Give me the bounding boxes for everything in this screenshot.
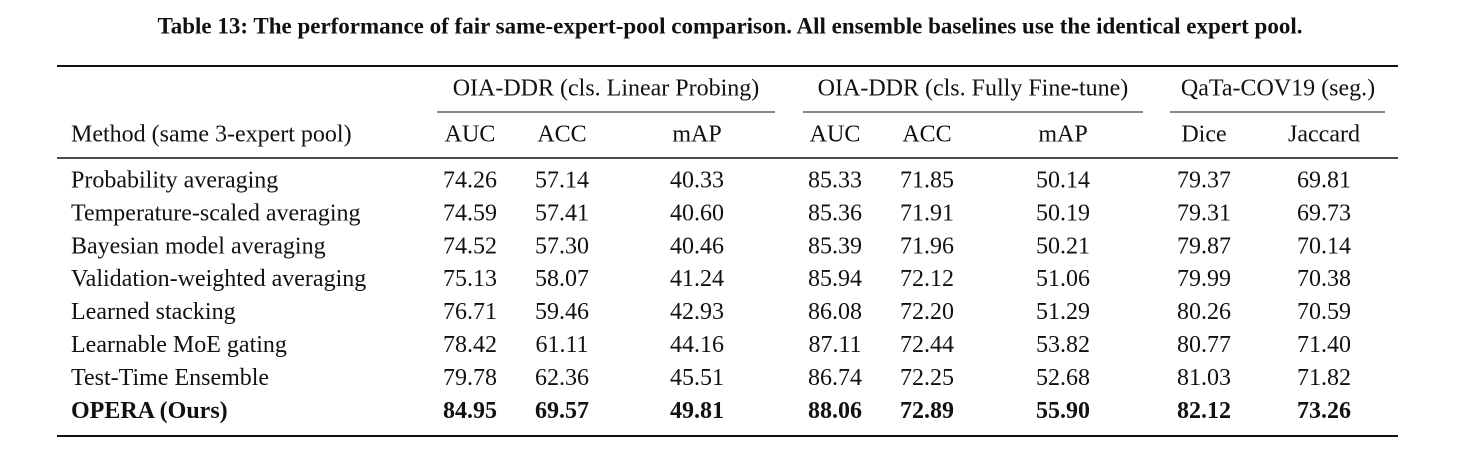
table-cell: 79.37 [1177, 168, 1231, 194]
table-cell: 51.29 [1036, 299, 1090, 325]
table-cell: 72.89 [900, 398, 954, 424]
table-cell: 40.60 [670, 200, 724, 226]
table-cell: 72.20 [900, 299, 954, 325]
group-header: OIA-DDR (cls. Fully Fine-tune) [818, 76, 1129, 102]
table-cell: 79.87 [1177, 233, 1231, 259]
table-cell: 74.59 [443, 200, 497, 226]
row-label: Probability averaging [71, 168, 278, 194]
table-cell: 84.95 [443, 398, 497, 424]
table-cell: 69.73 [1297, 200, 1351, 226]
table-cell: 59.46 [535, 299, 589, 325]
table-cell: 72.12 [900, 266, 954, 292]
table-cell: 85.36 [808, 200, 862, 226]
table-cell: 88.06 [808, 398, 862, 424]
table-cell: 85.94 [808, 266, 862, 292]
table-caption: Table 13: The performance of fair same-e… [157, 13, 1302, 38]
table-cell: 41.24 [670, 266, 724, 292]
row-label: Validation-weighted averaging [71, 266, 366, 292]
table-cell: 71.82 [1297, 365, 1351, 391]
column-header: AUC [810, 122, 861, 148]
table-cell: 50.21 [1036, 233, 1090, 259]
table-cell: 70.38 [1297, 266, 1351, 292]
table-cell: 51.06 [1036, 266, 1090, 292]
column-header: AUC [445, 122, 496, 148]
table-cell: 69.57 [535, 398, 589, 424]
table-cell: 52.68 [1036, 365, 1090, 391]
row-label: Temperature-scaled averaging [71, 200, 361, 226]
table-cell: 58.07 [535, 266, 589, 292]
table-cell: 76.71 [443, 299, 497, 325]
table-cell: 86.08 [808, 299, 862, 325]
table-cell: 55.90 [1036, 398, 1090, 424]
table-cell: 71.40 [1297, 332, 1351, 358]
row-label: Bayesian model averaging [71, 233, 326, 259]
column-header: Jaccard [1288, 122, 1360, 148]
table-cell: 78.42 [443, 332, 497, 358]
group-header: QaTa-COV19 (seg.) [1181, 76, 1375, 102]
column-header: mAP [1038, 122, 1087, 148]
table-cell: 62.36 [535, 365, 589, 391]
table-cell: 72.44 [900, 332, 954, 358]
table-cell: 81.03 [1177, 365, 1231, 391]
table-cell: 87.11 [808, 332, 861, 358]
table-cell: 50.14 [1036, 168, 1090, 194]
row-label: Test-Time Ensemble [71, 365, 269, 391]
column-header: mAP [672, 122, 721, 148]
column-header: ACC [902, 122, 951, 148]
column-header: Method (same 3-expert pool) [71, 122, 352, 148]
table-cell: 85.39 [808, 233, 862, 259]
table-cell: 45.51 [670, 365, 724, 391]
table-cell: 44.16 [670, 332, 724, 358]
table-cell: 79.31 [1177, 200, 1231, 226]
group-header: OIA-DDR (cls. Linear Probing) [453, 76, 760, 102]
row-label: OPERA (Ours) [71, 398, 228, 424]
table-cell: 80.26 [1177, 299, 1231, 325]
row-label: Learned stacking [71, 299, 236, 325]
table-cell: 86.74 [808, 365, 862, 391]
table-cell: 79.99 [1177, 266, 1231, 292]
table-cell: 71.91 [900, 200, 954, 226]
table-cell: 71.96 [900, 233, 954, 259]
row-label: Learnable MoE gating [71, 332, 287, 358]
column-header: ACC [537, 122, 586, 148]
table-cell: 73.26 [1297, 398, 1351, 424]
table-cell: 79.78 [443, 365, 497, 391]
table-cell: 75.13 [443, 266, 497, 292]
table-cell: 42.93 [670, 299, 724, 325]
table-cell: 57.14 [535, 168, 589, 194]
table-cell: 57.30 [535, 233, 589, 259]
table-cell: 49.81 [670, 398, 724, 424]
table-cell: 72.25 [900, 365, 954, 391]
table-cell: 85.33 [808, 168, 862, 194]
table-cell: 70.59 [1297, 299, 1351, 325]
table-cell: 69.81 [1297, 168, 1351, 194]
table-cell: 50.19 [1036, 200, 1090, 226]
table-cell: 70.14 [1297, 233, 1351, 259]
table-cell: 40.33 [670, 168, 724, 194]
table-cell: 57.41 [535, 200, 589, 226]
column-header: Dice [1181, 122, 1226, 148]
table-cell: 80.77 [1177, 332, 1231, 358]
table-cell: 61.11 [535, 332, 588, 358]
table-cell: 71.85 [900, 168, 954, 194]
table-cell: 74.52 [443, 233, 497, 259]
table-cell: 40.46 [670, 233, 724, 259]
table-cell: 74.26 [443, 168, 497, 194]
table-cell: 82.12 [1177, 398, 1231, 424]
table-cell: 53.82 [1036, 332, 1090, 358]
